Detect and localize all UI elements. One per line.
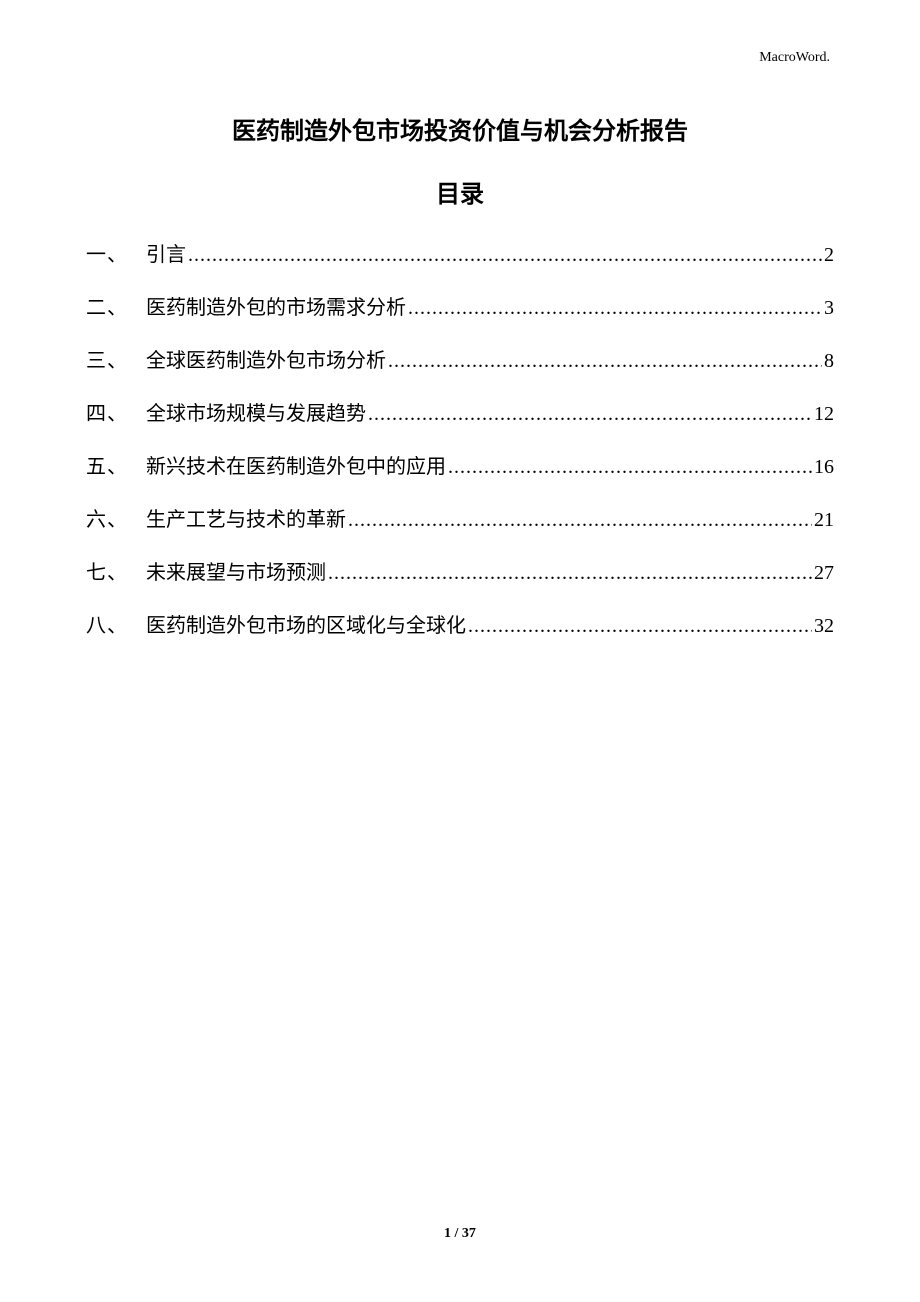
toc-marker: 二、: [86, 294, 128, 322]
toc-dots: [468, 612, 812, 640]
toc-marker: 六、: [86, 506, 128, 534]
toc-dots: [328, 559, 812, 587]
toc-page-number: 21: [814, 506, 834, 534]
toc-label: 引言: [146, 241, 186, 269]
toc-label: 医药制造外包市场的区域化与全球化: [146, 612, 466, 640]
toc-label: 全球医药制造外包市场分析: [146, 347, 386, 375]
toc-marker: 四、: [86, 400, 128, 428]
header-brand: MacroWord.: [86, 50, 834, 66]
toc-item: 三、 全球医药制造外包市场分析 8: [86, 347, 834, 375]
toc-dots: [388, 347, 822, 375]
footer-page-number: 1 / 37: [0, 1226, 920, 1242]
toc-item: 七、 未来展望与市场预测 27: [86, 559, 834, 587]
toc-page-number: 3: [824, 294, 834, 322]
toc-dots: [448, 453, 812, 481]
toc-label: 医药制造外包的市场需求分析: [146, 294, 406, 322]
toc-page-number: 8: [824, 347, 834, 375]
toc-label: 全球市场规模与发展趋势: [146, 400, 366, 428]
toc-page-number: 16: [814, 453, 834, 481]
toc-item: 四、 全球市场规模与发展趋势 12: [86, 400, 834, 428]
toc-item: 八、 医药制造外包市场的区域化与全球化 32: [86, 612, 834, 640]
toc-page-number: 2: [824, 241, 834, 269]
document-page: MacroWord. 医药制造外包市场投资价值与机会分析报告 目录 一、 引言 …: [0, 0, 920, 1302]
toc-marker: 一、: [86, 241, 128, 269]
toc-page-number: 32: [814, 612, 834, 640]
toc-dots: [408, 294, 822, 322]
toc-page-number: 12: [814, 400, 834, 428]
toc-label: 未来展望与市场预测: [146, 559, 326, 587]
document-title: 医药制造外包市场投资价值与机会分析报告: [86, 111, 834, 146]
toc-marker: 三、: [86, 347, 128, 375]
toc-marker: 五、: [86, 453, 128, 481]
toc-label: 生产工艺与技术的革新: [146, 506, 346, 534]
toc-marker: 八、: [86, 612, 128, 640]
toc-marker: 七、: [86, 559, 128, 587]
toc-list: 一、 引言 2 二、 医药制造外包的市场需求分析 3 三、 全球医药制造外包市场…: [86, 241, 834, 640]
toc-label: 新兴技术在医药制造外包中的应用: [146, 453, 446, 481]
toc-item: 六、 生产工艺与技术的革新 21: [86, 506, 834, 534]
toc-item: 五、 新兴技术在医药制造外包中的应用 16: [86, 453, 834, 481]
toc-dots: [348, 506, 812, 534]
toc-item: 一、 引言 2: [86, 241, 834, 269]
toc-item: 二、 医药制造外包的市场需求分析 3: [86, 294, 834, 322]
toc-heading: 目录: [86, 174, 834, 209]
toc-page-number: 27: [814, 559, 834, 587]
toc-dots: [188, 241, 822, 269]
toc-dots: [368, 400, 812, 428]
